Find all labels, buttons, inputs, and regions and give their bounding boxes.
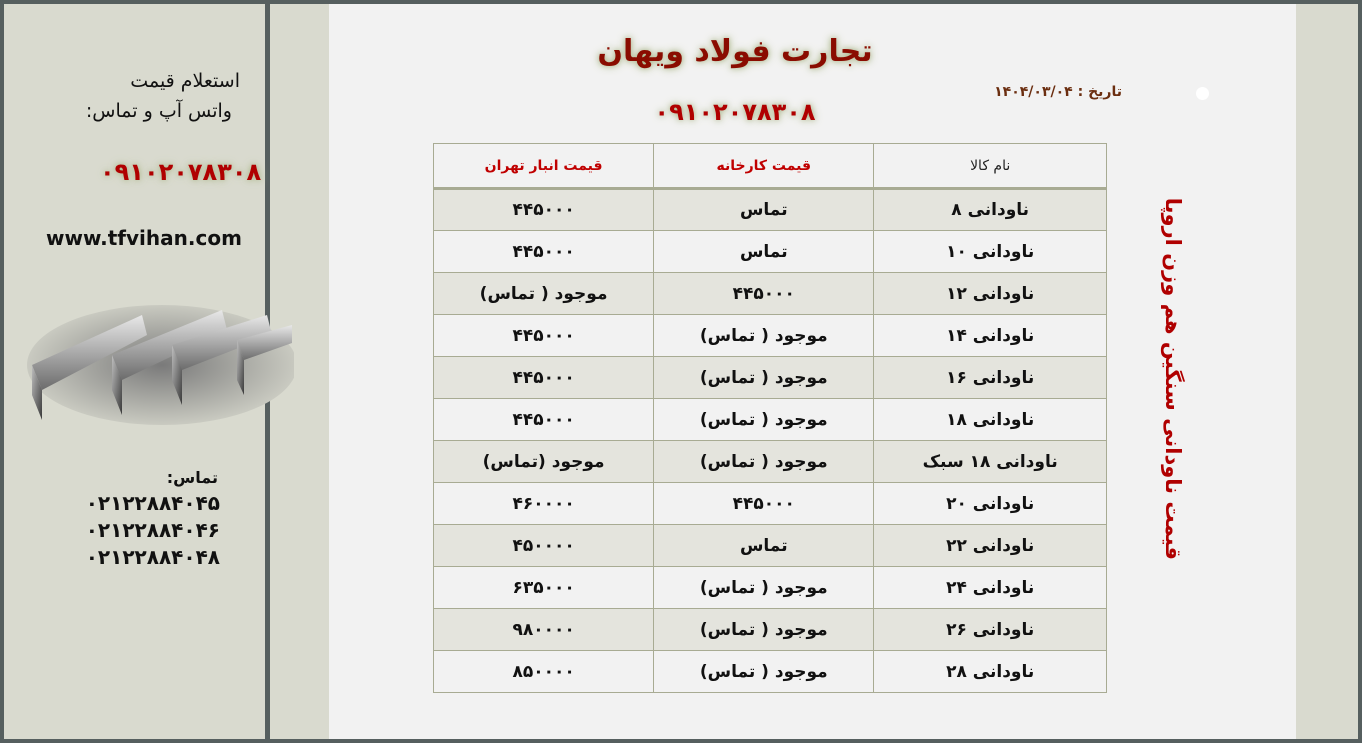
inquiry-line2: واتس آپ و تماس: xyxy=(85,100,232,122)
table-row: ناودانی ۱۲ ۴۴۵۰۰۰ موجود ( تماس) xyxy=(432,272,1107,315)
factory-price-cell: تماس xyxy=(653,524,875,567)
warehouse-price-cell: ۴۵۰۰۰۰ xyxy=(432,524,655,567)
factory-price-cell: موجود ( تماس) xyxy=(653,398,875,441)
warehouse-price-cell: ۴۴۵۰۰۰ xyxy=(432,188,655,231)
product-name-cell: ناودانی ۱۸ xyxy=(873,398,1107,441)
header-factory-price: قیمت کارخانه xyxy=(653,143,875,190)
contact-phone-2[interactable]: ۰۲۱۲۲۸۸۴۰۴۶ xyxy=(85,518,220,542)
product-name-cell: ناودانی ۲۸ xyxy=(873,650,1107,693)
product-name-cell: ناودانی ۲۶ xyxy=(873,608,1107,651)
product-name-cell: ناودانی ۱۲ xyxy=(873,272,1107,315)
warehouse-price-cell: موجود ( تماس) xyxy=(432,272,655,315)
warehouse-price-cell: موجود (تماس) xyxy=(432,440,655,483)
table-row: ناودانی ۲۲ تماس ۴۵۰۰۰۰ xyxy=(432,524,1107,567)
table-row: ناودانی ۱۸ سبک موجود ( تماس) موجود (تماس) xyxy=(432,440,1107,483)
product-name-cell: ناودانی ۸ xyxy=(873,188,1107,231)
product-name-cell: ناودانی ۲۰ xyxy=(873,482,1107,525)
warehouse-price-cell: ۴۴۵۰۰۰ xyxy=(432,356,655,399)
product-name-cell: ناودانی ۲۲ xyxy=(873,524,1107,567)
contact-phone-3[interactable]: ۰۲۱۲۲۸۸۴۰۴۸ xyxy=(85,545,220,569)
table-row: ناودانی ۱۸ موجود ( تماس) ۴۴۵۰۰۰ xyxy=(432,398,1107,441)
date-value: ۱۴۰۴/۰۳/۰۴ xyxy=(994,84,1073,100)
factory-price-cell: موجود ( تماس) xyxy=(653,314,875,357)
factory-price-cell: ۴۴۵۰۰۰ xyxy=(653,272,875,315)
contact-phone-1[interactable]: ۰۲۱۲۲۸۸۴۰۴۵ xyxy=(85,491,220,515)
warehouse-price-cell: ۸۵۰۰۰۰ xyxy=(432,650,655,693)
table-row: ناودانی ۲۰ ۴۴۵۰۰۰ ۴۶۰۰۰۰ xyxy=(432,482,1107,525)
factory-price-cell: موجود ( تماس) xyxy=(653,608,875,651)
vertical-title: قیمت ناودانی سنگین هم وزن اروپا xyxy=(1161,197,1185,560)
table-row: ناودانی ۲۸ موجود ( تماس) ۸۵۰۰۰۰ xyxy=(432,650,1107,693)
product-name-cell: ناودانی ۱۰ xyxy=(873,230,1107,273)
table-row: ناودانی ۲۶ موجود ( تماس) ۹۸۰۰۰۰ xyxy=(432,608,1107,651)
factory-price-cell: تماس xyxy=(653,188,875,231)
date-label: تاریخ : xyxy=(1077,84,1122,100)
contact-label: تماس: xyxy=(166,468,218,487)
page-title: تجارت فولاد ویهان xyxy=(597,34,873,69)
table-row: ناودانی ۱۴ موجود ( تماس) ۴۴۵۰۰۰ xyxy=(432,314,1107,357)
table-header-row: نام کالا قیمت کارخانه قیمت انبار تهران xyxy=(432,143,1107,190)
steel-channels-image xyxy=(27,305,294,425)
warehouse-price-cell: ۴۴۵۰۰۰ xyxy=(432,230,655,273)
factory-price-cell: ۴۴۵۰۰۰ xyxy=(653,482,875,525)
product-name-cell: ناودانی ۲۴ xyxy=(873,566,1107,609)
date-display: تاریخ : ۱۴۰۴/۰۳/۰۴ xyxy=(960,84,1122,100)
factory-price-cell: موجود ( تماس) xyxy=(653,650,875,693)
warehouse-price-cell: ۴۴۵۰۰۰ xyxy=(432,398,655,441)
website-link[interactable]: www.tfvihan.com xyxy=(46,226,242,250)
price-table: نام کالا قیمت کارخانه قیمت انبار تهران ن… xyxy=(432,143,1107,693)
header-phone[interactable]: ۰۹۱۰۲۰۷۸۳۰۸ xyxy=(654,98,816,126)
warehouse-price-cell: ۴۶۰۰۰۰ xyxy=(432,482,655,525)
sidebar-inquiry: استعلام قیمت واتس آپ و تماس: xyxy=(40,66,240,126)
product-name-cell: ناودانی ۱۸ سبک xyxy=(873,440,1107,483)
product-name-cell: ناودانی ۱۶ xyxy=(873,356,1107,399)
factory-price-cell: موجود ( تماس) xyxy=(653,440,875,483)
contact-block: تماس: ۰۲۱۲۲۸۸۴۰۴۵ ۰۲۱۲۲۸۸۴۰۴۶ ۰۲۱۲۲۸۸۴۰۴… xyxy=(70,466,220,571)
product-name-cell: ناودانی ۱۴ xyxy=(873,314,1107,357)
table-row: ناودانی ۸ تماس ۴۴۵۰۰۰ xyxy=(432,188,1107,231)
bullet-dot xyxy=(1196,87,1209,100)
warehouse-price-cell: ۶۳۵۰۰۰ xyxy=(432,566,655,609)
table-row: ناودانی ۱۶ موجود ( تماس) ۴۴۵۰۰۰ xyxy=(432,356,1107,399)
warehouse-price-cell: ۹۸۰۰۰۰ xyxy=(432,608,655,651)
header-tehran-warehouse-price: قیمت انبار تهران xyxy=(432,143,655,190)
sidebar-phone[interactable]: ۰۹۱۰۲۰۷۸۳۰۸ xyxy=(100,158,262,186)
factory-price-cell: تماس xyxy=(653,230,875,273)
table-row: ناودانی ۱۰ تماس ۴۴۵۰۰۰ xyxy=(432,230,1107,273)
inquiry-line1: استعلام قیمت xyxy=(130,70,240,92)
factory-price-cell: موجود ( تماس) xyxy=(653,566,875,609)
table-row: ناودانی ۲۴ موجود ( تماس) ۶۳۵۰۰۰ xyxy=(432,566,1107,609)
warehouse-price-cell: ۴۴۵۰۰۰ xyxy=(432,314,655,357)
header-product-name: نام کالا xyxy=(873,143,1107,190)
factory-price-cell: موجود ( تماس) xyxy=(653,356,875,399)
